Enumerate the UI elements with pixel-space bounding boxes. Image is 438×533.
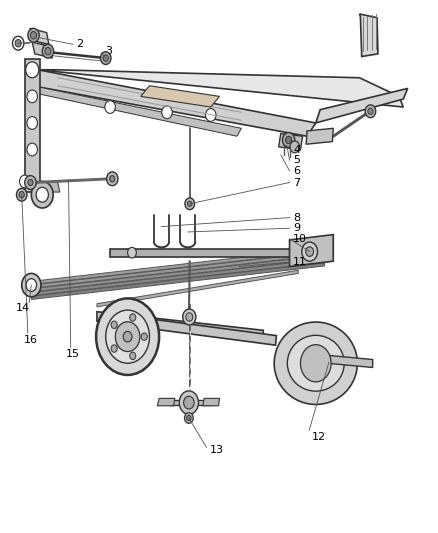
- Circle shape: [141, 333, 147, 341]
- Circle shape: [25, 175, 36, 189]
- Circle shape: [186, 415, 191, 421]
- Text: 8: 8: [292, 213, 300, 223]
- Circle shape: [187, 201, 191, 206]
- Polygon shape: [31, 263, 324, 300]
- Circle shape: [42, 44, 53, 58]
- Circle shape: [184, 198, 194, 209]
- Polygon shape: [31, 181, 60, 192]
- Circle shape: [28, 28, 39, 42]
- Polygon shape: [154, 320, 276, 345]
- Circle shape: [123, 332, 132, 342]
- Polygon shape: [38, 87, 241, 136]
- Polygon shape: [157, 398, 174, 406]
- Circle shape: [27, 117, 37, 130]
- Text: 14: 14: [16, 303, 30, 313]
- Circle shape: [28, 179, 33, 185]
- Circle shape: [31, 181, 53, 208]
- Text: 3: 3: [105, 46, 112, 56]
- Circle shape: [300, 345, 330, 382]
- Circle shape: [367, 108, 372, 115]
- Circle shape: [30, 31, 36, 39]
- Polygon shape: [359, 14, 377, 56]
- Circle shape: [129, 352, 135, 360]
- Polygon shape: [110, 249, 324, 257]
- Circle shape: [96, 298, 159, 375]
- Circle shape: [305, 247, 313, 256]
- Text: 15: 15: [65, 349, 79, 359]
- Polygon shape: [30, 28, 49, 44]
- Text: 9: 9: [292, 223, 300, 233]
- Circle shape: [182, 309, 195, 325]
- Circle shape: [185, 313, 192, 321]
- Text: 7: 7: [292, 177, 300, 188]
- Polygon shape: [38, 70, 403, 107]
- Circle shape: [111, 345, 117, 352]
- Circle shape: [301, 242, 317, 261]
- Text: 2: 2: [76, 39, 83, 49]
- Circle shape: [282, 133, 294, 148]
- Polygon shape: [202, 398, 219, 406]
- Text: 5: 5: [292, 155, 299, 165]
- Circle shape: [105, 101, 115, 114]
- Polygon shape: [315, 88, 407, 123]
- Polygon shape: [31, 255, 324, 292]
- Polygon shape: [31, 252, 324, 288]
- Circle shape: [184, 413, 193, 423]
- Circle shape: [26, 279, 36, 292]
- Circle shape: [161, 106, 172, 119]
- Polygon shape: [315, 354, 372, 368]
- Circle shape: [205, 109, 215, 122]
- Circle shape: [27, 143, 37, 156]
- Circle shape: [110, 175, 115, 182]
- Circle shape: [21, 273, 41, 297]
- Polygon shape: [97, 270, 297, 307]
- Text: 12: 12: [311, 432, 325, 442]
- Circle shape: [103, 55, 108, 61]
- Circle shape: [27, 90, 37, 103]
- Circle shape: [45, 47, 51, 55]
- Polygon shape: [32, 42, 52, 58]
- Ellipse shape: [287, 335, 343, 391]
- Circle shape: [129, 314, 135, 321]
- Circle shape: [364, 105, 375, 118]
- Circle shape: [100, 52, 111, 64]
- Circle shape: [15, 39, 21, 47]
- Polygon shape: [278, 134, 302, 150]
- Circle shape: [25, 62, 39, 78]
- Circle shape: [106, 310, 149, 364]
- Circle shape: [127, 247, 136, 258]
- Circle shape: [106, 172, 118, 185]
- Circle shape: [36, 187, 48, 202]
- Polygon shape: [97, 312, 263, 340]
- Text: 11: 11: [292, 257, 306, 267]
- Circle shape: [19, 191, 24, 198]
- Polygon shape: [31, 259, 324, 296]
- Circle shape: [179, 391, 198, 414]
- Text: 16: 16: [23, 335, 37, 345]
- Polygon shape: [141, 86, 219, 107]
- Polygon shape: [169, 400, 209, 405]
- Polygon shape: [25, 59, 40, 192]
- Circle shape: [16, 188, 27, 201]
- Ellipse shape: [274, 322, 357, 405]
- Polygon shape: [305, 128, 332, 144]
- Text: 13: 13: [209, 445, 223, 455]
- Circle shape: [19, 175, 30, 188]
- Circle shape: [183, 396, 194, 409]
- Text: 1: 1: [38, 37, 45, 47]
- Polygon shape: [31, 248, 324, 285]
- Circle shape: [115, 322, 140, 352]
- Polygon shape: [38, 70, 315, 136]
- Text: 10: 10: [292, 234, 306, 244]
- Circle shape: [111, 321, 117, 328]
- Circle shape: [12, 36, 24, 50]
- Text: 4: 4: [292, 144, 300, 155]
- Text: 6: 6: [292, 166, 299, 176]
- Circle shape: [289, 141, 299, 153]
- Circle shape: [285, 136, 291, 144]
- Circle shape: [302, 247, 311, 258]
- Polygon shape: [289, 235, 332, 266]
